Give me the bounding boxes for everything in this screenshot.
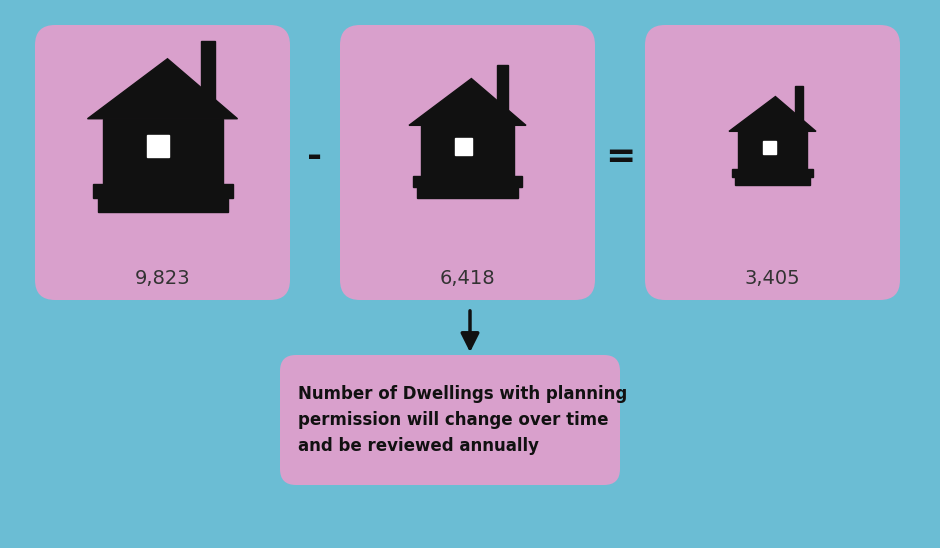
Polygon shape bbox=[409, 78, 526, 125]
Bar bbox=[413, 176, 522, 187]
Bar bbox=[416, 187, 518, 198]
Bar bbox=[455, 138, 472, 155]
Polygon shape bbox=[87, 59, 238, 119]
Text: -: - bbox=[307, 140, 322, 174]
Bar bbox=[200, 41, 214, 111]
FancyBboxPatch shape bbox=[280, 355, 620, 485]
Bar bbox=[421, 125, 514, 176]
Text: =: = bbox=[604, 140, 635, 174]
Bar bbox=[102, 119, 223, 184]
Text: 3,405: 3,405 bbox=[744, 269, 800, 288]
Bar bbox=[147, 135, 168, 157]
Bar bbox=[763, 141, 776, 153]
Bar bbox=[497, 65, 508, 119]
FancyBboxPatch shape bbox=[645, 25, 900, 300]
Bar bbox=[738, 132, 807, 169]
Bar bbox=[732, 169, 813, 177]
FancyBboxPatch shape bbox=[340, 25, 595, 300]
Bar bbox=[92, 184, 232, 198]
Text: 9,823: 9,823 bbox=[134, 269, 190, 288]
Polygon shape bbox=[729, 96, 816, 132]
FancyBboxPatch shape bbox=[35, 25, 290, 300]
Bar bbox=[98, 198, 227, 212]
Text: 6,418: 6,418 bbox=[440, 269, 495, 288]
Bar bbox=[794, 86, 803, 127]
Text: Number of Dwellings with planning
permission will change over time
and be review: Number of Dwellings with planning permis… bbox=[298, 385, 627, 455]
Bar bbox=[735, 177, 810, 185]
